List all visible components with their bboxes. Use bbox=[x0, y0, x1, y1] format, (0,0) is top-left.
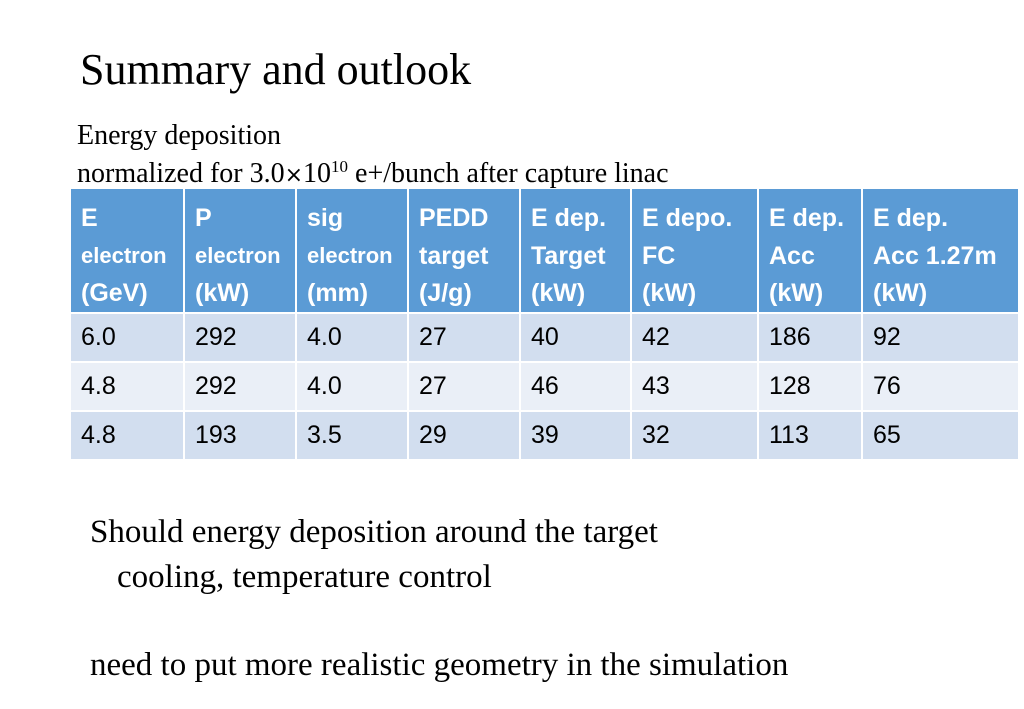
header-line: sig bbox=[307, 204, 344, 232]
table-cell: 6.0 bbox=[71, 312, 185, 362]
header-e-electron: E electron (GeV) bbox=[71, 189, 185, 313]
table-cell: 76 bbox=[862, 361, 1018, 411]
table-cell: 65 bbox=[862, 410, 1018, 459]
header-line: E dep. bbox=[873, 204, 949, 232]
header-line: E dep. bbox=[769, 204, 845, 232]
header-p-electron: P electron (kW) bbox=[184, 189, 297, 313]
outlook-line-2: cooling, temperature control bbox=[117, 559, 492, 595]
header-pedd-target: PEDD target (J/g) bbox=[408, 189, 521, 313]
header-line: Acc 1.27m bbox=[873, 242, 997, 270]
table-cell: 46 bbox=[520, 361, 632, 411]
header-line: PEDD bbox=[419, 204, 489, 232]
header-sig-electron: sig electron (mm) bbox=[296, 189, 409, 313]
header-line: E depo. bbox=[642, 204, 733, 232]
header-line: E bbox=[81, 204, 98, 232]
power-base: 10 bbox=[303, 158, 332, 189]
table-cell: 4.0 bbox=[296, 361, 409, 411]
table-cell: 193 bbox=[184, 410, 297, 459]
outlook-line-1: Should energy deposition around the targ… bbox=[90, 514, 658, 550]
header-line: (kW) bbox=[873, 279, 928, 307]
table-cell: 113 bbox=[758, 410, 863, 459]
table-cell: 4.8 bbox=[71, 410, 185, 459]
header-line: P bbox=[195, 204, 212, 232]
header-edep-acc-127m: E dep. Acc 1.27m (kW) bbox=[862, 189, 1018, 313]
table-cell: 32 bbox=[631, 410, 759, 459]
table-cell: 29 bbox=[408, 410, 521, 459]
table-row: 4.8 193 3.5 29 39 32 113 65 bbox=[71, 410, 1018, 459]
table-cell: 128 bbox=[758, 361, 863, 411]
power-exponent: 10 bbox=[331, 157, 349, 176]
table-cell: 292 bbox=[184, 312, 297, 362]
header-line: target bbox=[419, 242, 489, 270]
header-edep-acc: E dep. Acc (kW) bbox=[758, 189, 863, 313]
table-cell: 292 bbox=[184, 361, 297, 411]
times-symbol: × bbox=[284, 163, 304, 188]
table-cell: 39 bbox=[520, 410, 632, 459]
table-cell: 42 bbox=[631, 312, 759, 362]
header-line: electron bbox=[81, 243, 167, 268]
header-line: Acc bbox=[769, 242, 815, 270]
header-line: electron bbox=[195, 243, 281, 268]
subtitle-line2: normalized for 3.0×1010 e+/bunch after c… bbox=[77, 155, 669, 195]
header-line: (kW) bbox=[531, 279, 586, 307]
header-line: (kW) bbox=[195, 279, 250, 307]
table-cell: 4.8 bbox=[71, 361, 185, 411]
subtitle-line1: Energy deposition bbox=[77, 120, 282, 151]
table-row: 4.8 292 4.0 27 46 43 128 76 bbox=[71, 361, 1018, 411]
table-cell: 40 bbox=[520, 312, 632, 362]
header-line: electron bbox=[307, 243, 393, 268]
table-cell: 92 bbox=[862, 312, 1018, 362]
header-line: (kW) bbox=[769, 279, 824, 307]
table-cell: 3.5 bbox=[296, 410, 409, 459]
header-line: (J/g) bbox=[419, 279, 472, 307]
header-line: (GeV) bbox=[81, 279, 148, 307]
header-edep-target: E dep. Target (kW) bbox=[520, 189, 632, 313]
slide-title: Summary and outlook bbox=[80, 45, 472, 94]
energy-deposition-table: E electron (GeV) P electron (kW) sig ele… bbox=[71, 189, 1018, 459]
header-edepo-fc: E depo. FC (kW) bbox=[631, 189, 759, 313]
table-cell: 4.0 bbox=[296, 312, 409, 362]
subtitle: Energy deposition normalized for 3.0×101… bbox=[77, 117, 669, 195]
header-line: Target bbox=[531, 242, 606, 270]
table-cell: 186 bbox=[758, 312, 863, 362]
table-cell: 27 bbox=[408, 312, 521, 362]
header-line: E dep. bbox=[531, 204, 607, 232]
table-row: 6.0 292 4.0 27 40 42 186 92 bbox=[71, 312, 1018, 362]
subtitle-prefix: normalized for 3.0 bbox=[77, 158, 285, 189]
header-line: FC bbox=[642, 242, 676, 270]
table-cell: 27 bbox=[408, 361, 521, 411]
header-line: (mm) bbox=[307, 279, 369, 307]
header-line: (kW) bbox=[642, 279, 697, 307]
subtitle-suffix: e+/bunch after capture linac bbox=[348, 158, 669, 189]
outlook-line-3: need to put more realistic geometry in t… bbox=[90, 647, 789, 683]
table-cell: 43 bbox=[631, 361, 759, 411]
table-header-row: E electron (GeV) P electron (kW) sig ele… bbox=[71, 189, 1018, 313]
